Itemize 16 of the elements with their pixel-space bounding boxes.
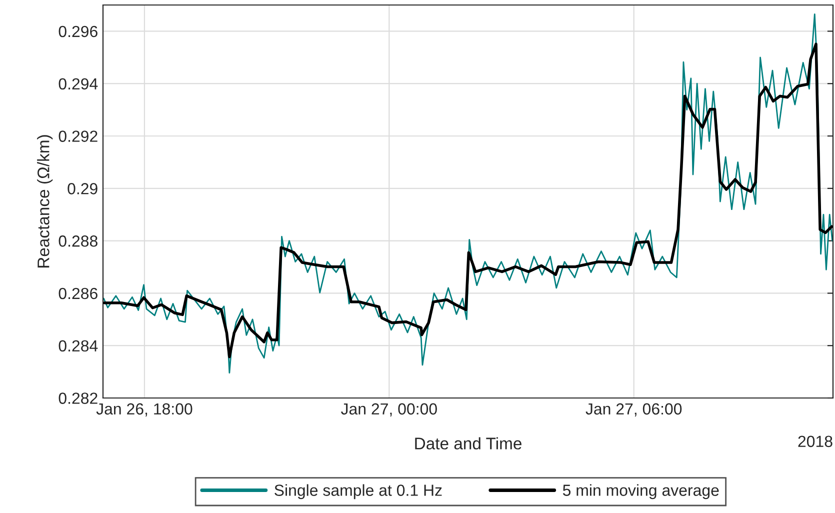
y-tick-label: 0.288 [58, 235, 98, 247]
x-tick-label: Jan 26, 18:00 [96, 403, 192, 416]
y-tick-label: 0.282 [58, 392, 98, 404]
y-tick-label: 0.296 [58, 26, 98, 38]
y-axis-title: Reactance (Ω/km) [37, 135, 53, 268]
y-tick-label: 0.284 [58, 340, 98, 352]
x-tick-label: Jan 27, 06:00 [586, 403, 682, 416]
text: 2018 [798, 436, 832, 448]
legend-label: 5 min moving average [562, 484, 719, 500]
y-tick-label: 0.292 [58, 130, 98, 142]
y-tick-label: 0.286 [58, 288, 98, 300]
legend-label: Single sample at 0.1 Hz [274, 484, 442, 500]
x-axis-title: Date and Time [415, 437, 522, 450]
y-tick-label: 0.29 [68, 183, 98, 194]
y-tick-label: 0.294 [58, 78, 98, 90]
x-tick-label: Jan 27, 00:00 [341, 403, 437, 416]
